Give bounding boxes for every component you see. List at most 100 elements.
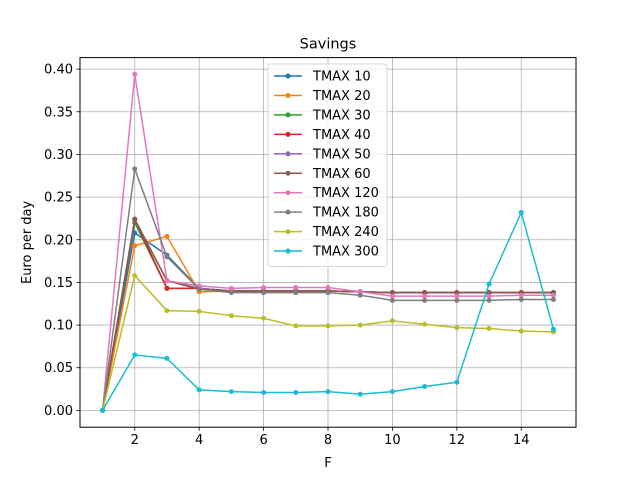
- data-point: [486, 281, 492, 287]
- x-tick-label: 6: [259, 433, 267, 448]
- legend-label: TMAX 40: [312, 128, 371, 143]
- data-point: [164, 233, 170, 239]
- data-point: [325, 323, 331, 329]
- y-tick-label: 0.25: [44, 191, 73, 206]
- data-point: [518, 292, 524, 298]
- y-tick-label: 0.40: [44, 63, 73, 78]
- legend-marker: [285, 248, 291, 254]
- data-point: [261, 315, 267, 321]
- data-point: [293, 323, 299, 329]
- legend-marker: [285, 170, 291, 176]
- x-tick-label: 4: [195, 433, 203, 448]
- data-point: [293, 285, 299, 291]
- x-tick-label: 2: [131, 433, 139, 448]
- legend: TMAX 10 TMAX 20 TMAX 30 TMAX 40 TMAX 50 TMAX …: [267, 63, 388, 267]
- data-point: [261, 389, 267, 395]
- y-tick-label: 0.20: [44, 233, 73, 248]
- data-point: [164, 278, 170, 284]
- data-point: [518, 296, 524, 302]
- legend-marker: [285, 92, 291, 98]
- data-point: [422, 293, 428, 299]
- data-point: [196, 286, 202, 292]
- data-point: [261, 290, 267, 296]
- legend-marker: [285, 131, 291, 137]
- chart-title: Savings: [300, 37, 357, 53]
- data-point: [261, 285, 267, 291]
- data-point: [164, 254, 170, 260]
- legend-marker: [285, 209, 291, 215]
- legend-label: TMAX 10: [312, 70, 371, 85]
- data-point: [389, 389, 395, 395]
- legend-label: TMAX 30: [312, 108, 371, 123]
- data-point: [132, 216, 138, 222]
- data-point: [325, 285, 331, 291]
- x-tick-label: 14: [513, 433, 530, 448]
- data-point: [196, 308, 202, 314]
- data-point: [164, 308, 170, 314]
- x-axis-label: F: [324, 456, 331, 471]
- legend-label: TMAX 120: [312, 186, 379, 201]
- y-tick-label: 0.35: [44, 105, 73, 120]
- legend-marker: [285, 112, 291, 118]
- data-point: [132, 243, 138, 249]
- data-point: [486, 293, 492, 299]
- data-point: [357, 391, 363, 397]
- data-point: [357, 322, 363, 328]
- data-point: [550, 292, 556, 298]
- data-point: [422, 384, 428, 390]
- data-point: [196, 387, 202, 393]
- data-point: [518, 209, 524, 215]
- data-point: [100, 407, 106, 413]
- data-point: [228, 285, 234, 291]
- y-tick-label: 0.30: [44, 148, 73, 163]
- data-point: [486, 297, 492, 303]
- legend-label: TMAX 20: [312, 89, 371, 104]
- data-point: [454, 293, 460, 299]
- y-axis-label: Euro per day: [20, 200, 35, 284]
- x-tick-label: 12: [449, 433, 466, 448]
- legend-marker: [285, 73, 291, 79]
- axis-ticks: 2 4 6 8 10 12 14 0.00 0.05 0.10 0.15 0.20 0.25 0.30 0.…: [44, 63, 529, 449]
- legend-marker: [285, 151, 291, 157]
- data-point: [550, 326, 556, 332]
- data-point: [389, 318, 395, 324]
- data-point: [228, 313, 234, 319]
- data-point: [518, 328, 524, 334]
- data-point: [422, 297, 428, 303]
- data-point: [486, 325, 492, 331]
- x-tick-label: 8: [324, 433, 332, 448]
- data-point: [228, 290, 234, 296]
- legend-label: TMAX 180: [312, 206, 379, 221]
- data-point: [454, 379, 460, 385]
- legend-marker: [285, 190, 291, 196]
- legend-label: TMAX 60: [312, 167, 371, 182]
- series-8: [100, 273, 556, 413]
- series-7: [100, 166, 556, 413]
- y-tick-label: 0.10: [44, 319, 73, 334]
- data-point: [550, 296, 556, 302]
- series-9: [100, 209, 556, 413]
- data-point: [422, 321, 428, 327]
- data-point: [132, 166, 138, 172]
- data-point: [325, 389, 331, 395]
- data-point: [132, 273, 138, 279]
- legend-label: TMAX 240: [312, 225, 379, 240]
- data-point: [164, 285, 170, 291]
- data-point: [293, 290, 299, 296]
- data-point: [454, 297, 460, 303]
- legend-label: TMAX 50: [312, 147, 371, 162]
- series-lines: [100, 71, 556, 413]
- data-point: [325, 290, 331, 296]
- data-point: [228, 389, 234, 395]
- data-point: [357, 292, 363, 298]
- y-tick-label: 0.00: [44, 404, 73, 419]
- data-point: [293, 389, 299, 395]
- data-point: [132, 71, 138, 77]
- data-point: [132, 352, 138, 358]
- legend-marker: [285, 229, 291, 235]
- data-point: [164, 355, 170, 361]
- data-point: [389, 293, 395, 299]
- legend-label: TMAX 300: [312, 245, 379, 260]
